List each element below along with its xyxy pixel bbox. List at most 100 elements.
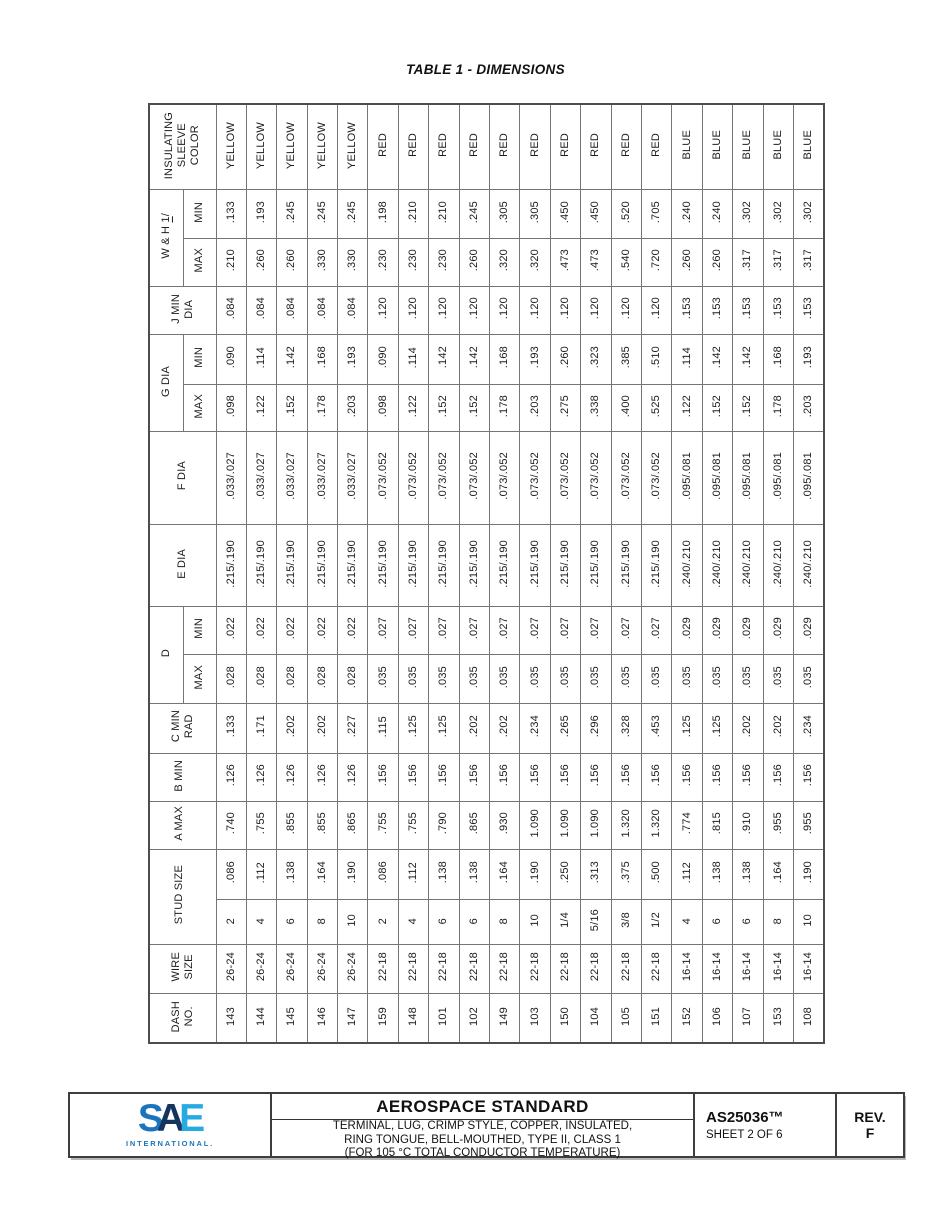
subheader-g-max: MAX <box>182 383 217 432</box>
cell-value: .245 <box>285 200 298 224</box>
cell-dash-no: 149 <box>489 992 521 1044</box>
cell-value: .156 <box>558 764 571 787</box>
cell-value: .073/.052 <box>407 452 420 500</box>
cell-value: .073/.052 <box>619 452 632 500</box>
cell-value: .142 <box>437 346 450 369</box>
cell-value: .152 <box>710 394 723 418</box>
cell-value: 4 <box>255 918 268 925</box>
cell-value: .215/.190 <box>285 539 298 588</box>
cell-value: 150 <box>558 1006 571 1026</box>
cell-value: BLUE <box>771 130 784 161</box>
header-w-and-h: W & H 1/ <box>148 188 184 287</box>
cell-value: .035 <box>710 665 723 689</box>
cell-value: .168 <box>498 346 511 369</box>
cell-stud-size-dec: .138 <box>701 848 734 900</box>
cell-value: .215/.190 <box>224 539 237 588</box>
cell-value: 143 <box>224 1006 237 1026</box>
cell-f-dia: .033/.027 <box>276 430 308 525</box>
revision-letter: F <box>865 1125 875 1141</box>
cell-value: .098 <box>224 394 237 418</box>
cell-value: .156 <box>801 764 814 787</box>
cell-value: .073/.052 <box>589 452 602 500</box>
cell-value: .035 <box>680 665 693 689</box>
cell-d-min: .027 <box>519 605 551 655</box>
cell-value: .120 <box>558 297 571 320</box>
cell-wire-size: 16-14 <box>762 943 794 994</box>
subheader-wh-min: MIN <box>182 188 217 239</box>
cell-value: .073/.052 <box>498 452 511 500</box>
cell-value: 22-18 <box>558 952 571 982</box>
cell-stud-size-dec: .190 <box>519 848 551 900</box>
cell-value: .153 <box>741 297 754 320</box>
cell-stud-size-num: 6 <box>458 898 491 945</box>
cell-d-max: .028 <box>215 653 247 704</box>
row-d-min: D MIN .022 .022 .022 .022 .022 .027 .027 .027 .0… <box>148 605 825 704</box>
subheader-d-min: MIN <box>182 605 217 655</box>
cell-value: .090 <box>224 346 237 369</box>
cell-value: .240/.210 <box>771 539 784 588</box>
cell-value: .865 <box>467 812 480 835</box>
cell-dash-no: 108 <box>792 992 825 1044</box>
cell-value: .510 <box>650 346 663 369</box>
cell-value: 22-18 <box>619 952 632 982</box>
cell-value: .142 <box>741 346 754 369</box>
cell-value: 1.090 <box>558 809 571 838</box>
cell-d-min: .027 <box>580 605 612 655</box>
cell-value: .330 <box>346 249 359 272</box>
cell-value: 22-18 <box>407 952 420 982</box>
cell-value: .164 <box>771 861 784 884</box>
cell-f-dia: .095/.081 <box>732 430 764 525</box>
cell-value: .755 <box>255 812 268 835</box>
cell-wh-min: .245 <box>458 188 491 239</box>
cell-value: .260 <box>680 249 693 272</box>
cell-j-min-dia: .153 <box>762 285 794 335</box>
cell-value: .035 <box>589 665 602 689</box>
cell-stud-size-num: 2 <box>367 898 399 945</box>
cell-e-dia: .215/.190 <box>640 523 673 607</box>
cell-e-dia: .215/.190 <box>306 523 339 607</box>
cell-f-dia: .095/.081 <box>671 430 703 525</box>
cell-value: RED <box>437 133 450 158</box>
cell-value: .133 <box>224 715 237 738</box>
table-title: TABLE 1 - DIMENSIONS <box>406 62 565 77</box>
cell-g-max: .122 <box>671 383 703 432</box>
cell-value: .203 <box>801 394 814 418</box>
cell-stud-size-num: 10 <box>519 898 551 945</box>
cell-value: .385 <box>619 346 632 369</box>
cell-c-min-rad: .202 <box>276 702 308 754</box>
subheader-d-max: MAX <box>182 653 217 704</box>
cell-j-min-dia: .120 <box>640 285 673 335</box>
cell-value: 22-18 <box>650 952 663 982</box>
cell-value: .156 <box>650 764 663 787</box>
cell-g-min: .168 <box>306 333 339 385</box>
cell-e-dia: .215/.190 <box>215 523 247 607</box>
cell-value: .156 <box>741 764 754 787</box>
cell-value: .202 <box>467 715 480 738</box>
cell-a-max: .955 <box>762 800 794 850</box>
cell-b-min: .126 <box>245 752 278 802</box>
cell-value: .035 <box>467 665 480 689</box>
cell-sleeve-color: RED <box>610 103 642 190</box>
cell-f-dia: .073/.052 <box>489 430 521 525</box>
cell-value: .240 <box>710 200 723 224</box>
cell-value: .245 <box>346 200 359 224</box>
cell-sleeve-color: RED <box>580 103 612 190</box>
cell-value: .022 <box>346 617 359 640</box>
cell-a-max: .774 <box>671 800 703 850</box>
cell-b-min: .126 <box>215 752 247 802</box>
cell-value: .202 <box>741 715 754 738</box>
cell-wire-size: 22-18 <box>367 943 399 994</box>
cell-d-min: .029 <box>792 605 825 655</box>
cell-value: 144 <box>255 1006 268 1026</box>
cell-value: .855 <box>285 812 298 835</box>
cell-value: .022 <box>285 617 298 640</box>
cell-stud-size-num: 4 <box>245 898 278 945</box>
cell-value: .035 <box>498 665 511 689</box>
cell-value: .153 <box>801 297 814 320</box>
cell-value: .202 <box>285 715 298 738</box>
cell-value: .250 <box>558 861 571 884</box>
cell-value: .178 <box>771 394 784 418</box>
cell-d-max: .028 <box>306 653 339 704</box>
cell-a-max: .755 <box>367 800 399 850</box>
cell-value: .193 <box>346 346 359 369</box>
